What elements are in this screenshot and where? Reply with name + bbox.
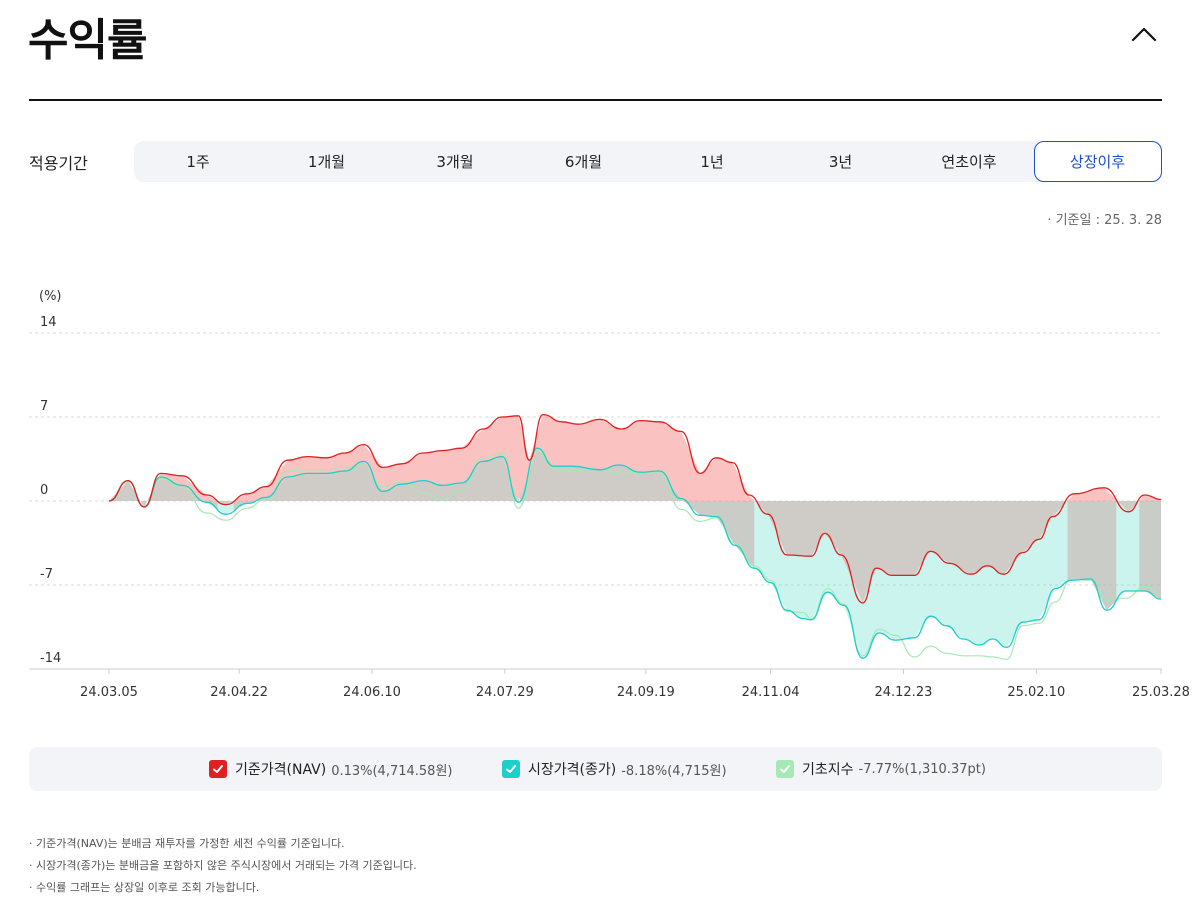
y-tick-label: -14: [40, 651, 61, 666]
legend-item[interactable]: 기초지수 -7.77%(1,310.37pt): [776, 747, 986, 791]
market-deficit-area: [685, 501, 1161, 659]
overlap-area: [1117, 501, 1138, 512]
period-tab[interactable]: 1주: [186, 153, 210, 171]
overlap-area: [110, 477, 204, 507]
legend-checkbox-check-icon[interactable]: [776, 760, 794, 778]
legend-name: 기초지수: [802, 762, 854, 778]
period-tab[interactable]: 상장이후: [1033, 141, 1162, 182]
legend-value: -8.18%(4,715원): [621, 763, 727, 779]
overlap-area: [519, 448, 684, 501]
base-date: · 기준일 : 25. 3. 28: [1047, 213, 1162, 228]
market-deficit-area: [145, 501, 147, 505]
x-tick-label: 25.03.28: [1132, 685, 1190, 700]
legend-checkbox-check-icon[interactable]: [209, 760, 227, 778]
notes: 기준가격(NAV)는 분배금 재투자를 가정한 세전 수익률 기준입니다. 시장…: [29, 833, 417, 899]
legend-value: -7.77%(1,310.37pt): [858, 761, 986, 777]
period-tab[interactable]: 3개월: [436, 153, 474, 171]
x-tick-label: 25.02.10: [1007, 685, 1065, 700]
x-tick-label: 24.11.04: [742, 685, 800, 700]
period-tab[interactable]: 1개월: [307, 153, 346, 171]
x-tick-label: 24.06.10: [343, 685, 401, 700]
y-tick-label: 0: [40, 483, 48, 498]
overlap-area: [255, 456, 518, 501]
legend-name: 기준가격(NAV): [235, 762, 327, 778]
period-tab[interactable]: 연초이후: [941, 153, 997, 171]
note-item: 기준가격(NAV)는 분배금 재투자를 가정한 세전 수익률 기준입니다.: [29, 833, 417, 855]
overlap-area: [218, 501, 233, 505]
legend-checkbox-check-icon[interactable]: [502, 760, 520, 778]
page-title: 수익률: [28, 15, 147, 66]
period-tab[interactable]: 6개월: [564, 153, 603, 171]
period-tabs: [134, 141, 1162, 182]
legend-item[interactable]: 시장가격(종가) -8.18%(4,715원): [502, 747, 727, 791]
note-item: 수익률 그래프는 상장일 이후로 조회 가능합니다.: [29, 877, 417, 899]
x-tick-label: 24.04.22: [210, 685, 268, 700]
y-tick-label: 14: [40, 315, 57, 330]
x-tick-label: 24.03.05: [80, 685, 138, 700]
y-unit-label: (%): [39, 289, 62, 304]
y-tick-label: -7: [40, 567, 53, 582]
header-divider: [29, 99, 1162, 101]
x-tick-label: 24.09.19: [617, 685, 675, 700]
nav-excess-area: [1139, 495, 1161, 600]
series-line: [108, 447, 1162, 659]
legend-item[interactable]: 기준가격(NAV) 0.13%(4,714.58원): [209, 747, 452, 791]
nav-excess-area: [148, 473, 218, 510]
note-item: 시장가격(종가)는 분배금을 포함하지 않은 주식시장에서 거래되는 가격 기준…: [29, 855, 417, 877]
series-line: [108, 449, 1162, 661]
x-tick-label: 24.07.29: [476, 685, 534, 700]
nav-excess-area: [233, 414, 755, 569]
y-tick-label: 7: [40, 399, 48, 414]
series-line: [108, 413, 1162, 604]
legend-name: 시장가격(종가): [528, 762, 617, 778]
x-tick-label: 24.12.23: [874, 685, 932, 700]
legend-value: 0.13%(4,714.58원): [331, 763, 453, 779]
collapse-chevron-up-icon[interactable]: [1128, 18, 1160, 50]
overlap-area: [755, 501, 1067, 603]
period-tab[interactable]: 3년: [828, 153, 853, 171]
period-label: 적용기간: [29, 154, 88, 173]
period-tab[interactable]: 1년: [700, 153, 724, 171]
return-chart: (%) 14 7 0 -7 -14 24.03.05 24.04.22 24.06.10 24.0…: [29, 289, 1190, 700]
